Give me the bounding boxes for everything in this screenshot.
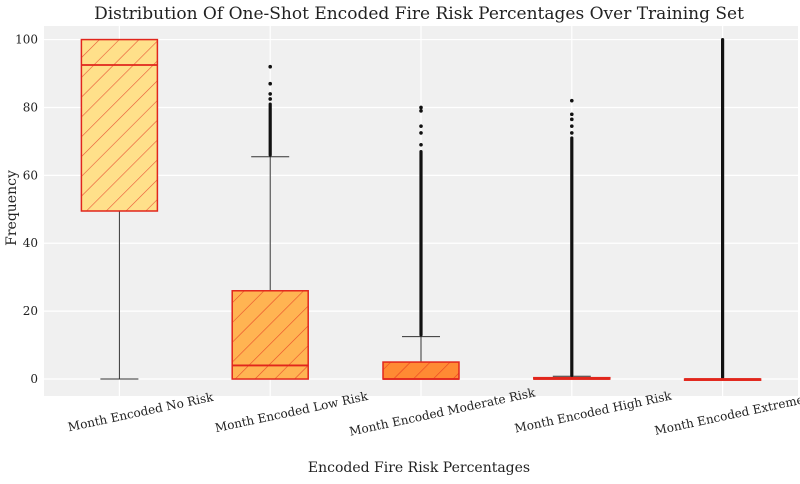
outlier-point bbox=[268, 64, 273, 69]
chart-title: Distribution Of One-Shot Encoded Fire Ri… bbox=[94, 4, 744, 24]
x-tick-label: Month Encoded No Risk bbox=[67, 390, 216, 435]
boxes bbox=[80, 37, 762, 381]
outlier-point bbox=[570, 98, 574, 103]
outlier-point bbox=[570, 117, 574, 122]
box-hatch bbox=[383, 362, 459, 380]
outlier-point bbox=[570, 124, 574, 128]
outlier-point bbox=[268, 92, 273, 96]
y-tick-label: 100 bbox=[15, 33, 38, 47]
outlier-point bbox=[268, 81, 273, 86]
outlier-point bbox=[419, 109, 423, 113]
box-group bbox=[80, 38, 159, 380]
y-tick-label: 60 bbox=[23, 168, 38, 182]
y-tick-label: 20 bbox=[23, 304, 38, 318]
box-group bbox=[231, 64, 309, 380]
y-tick-label: 40 bbox=[23, 236, 38, 250]
box-group bbox=[683, 37, 762, 381]
outlier-point bbox=[419, 124, 423, 128]
outlier-point bbox=[570, 112, 574, 117]
box-group bbox=[533, 98, 611, 380]
y-axis-label: Frequency bbox=[4, 170, 20, 246]
outlier-point bbox=[570, 131, 574, 135]
y-tick-label: 0 bbox=[30, 372, 38, 386]
y-axis-ticks: 0 20 40 60 80 100 bbox=[15, 33, 38, 386]
x-axis-label: Encoded Fire Risk Percentages bbox=[308, 460, 530, 476]
outlier-point bbox=[419, 131, 423, 135]
y-tick-label: 80 bbox=[23, 100, 38, 114]
outlier-point bbox=[419, 105, 423, 110]
box-group bbox=[382, 105, 460, 380]
box-hatch bbox=[232, 290, 309, 380]
outlier-point bbox=[419, 143, 423, 147]
box-hatch bbox=[81, 39, 158, 212]
outlier-point bbox=[268, 97, 273, 101]
